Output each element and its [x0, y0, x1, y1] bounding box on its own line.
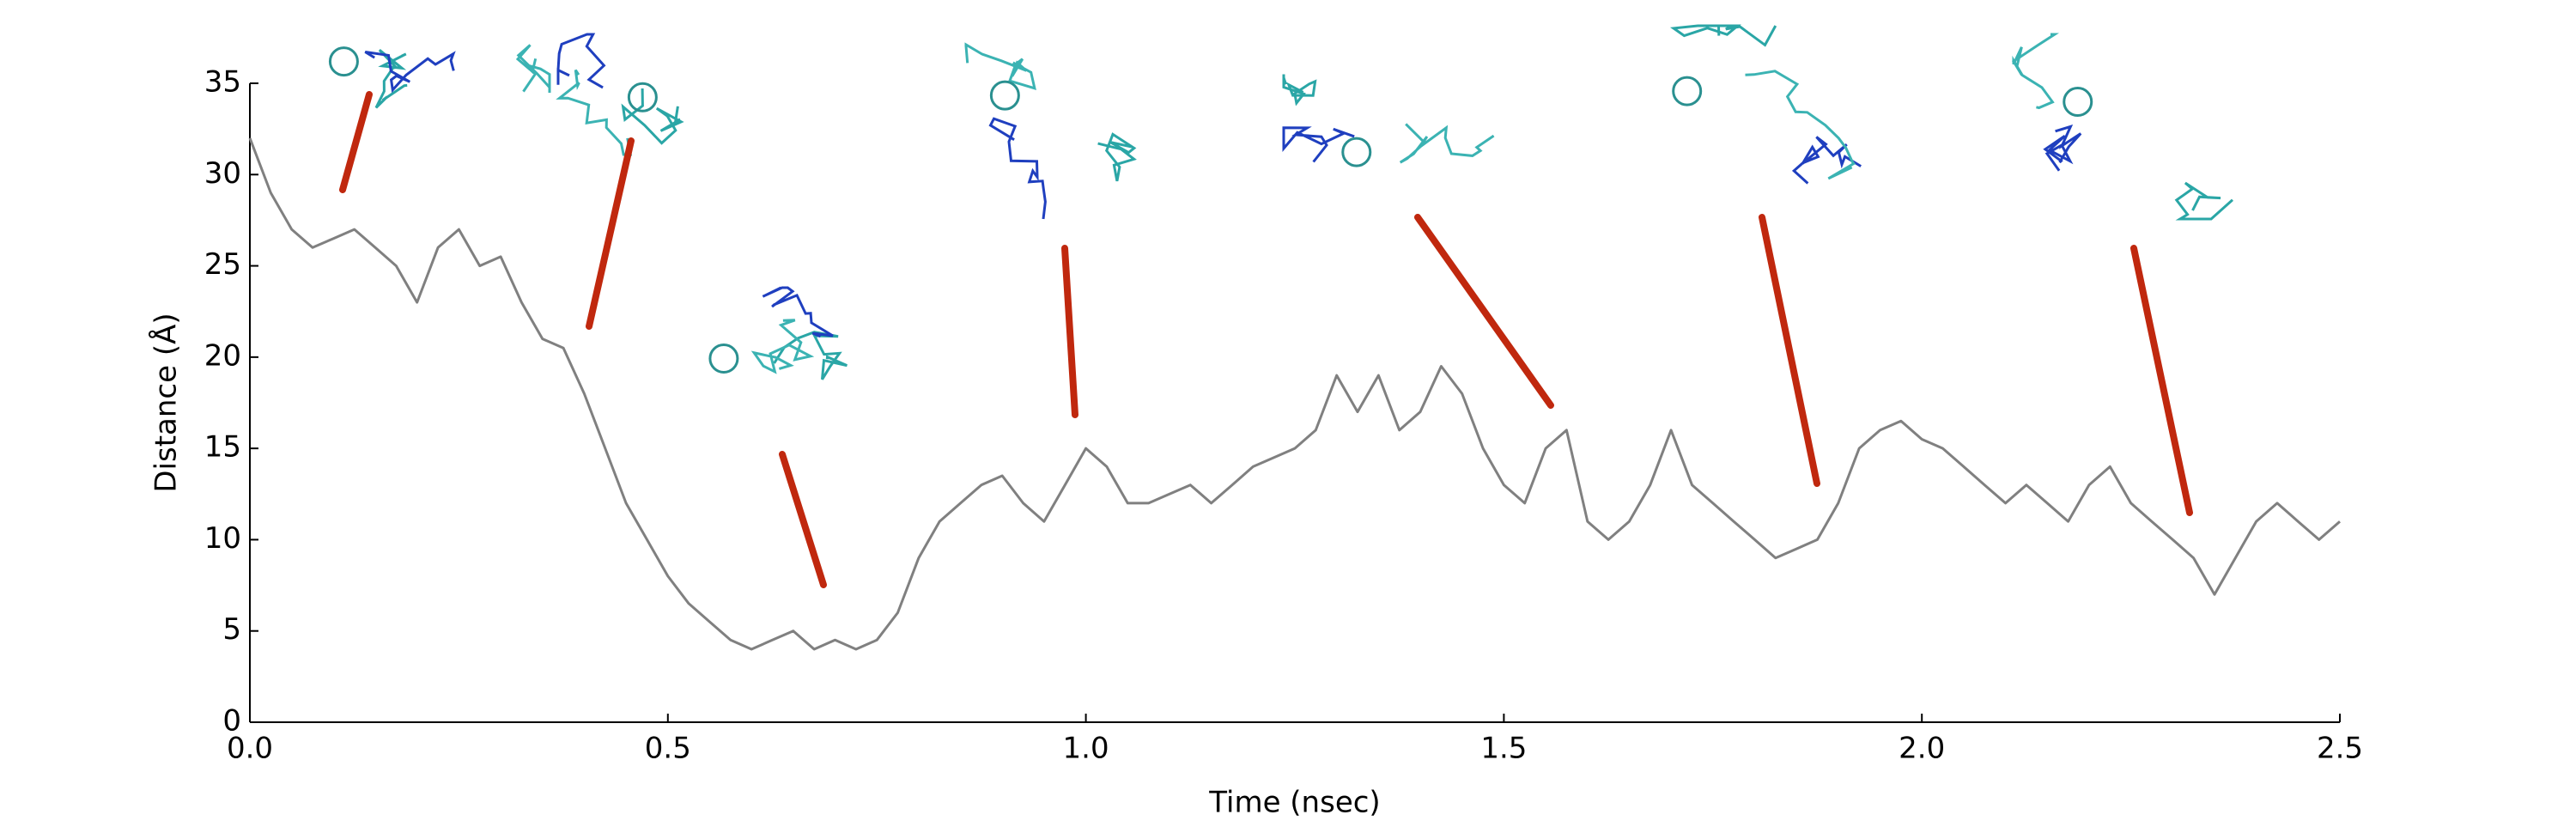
molecule-bond — [515, 44, 551, 93]
x-tick-label: 0.0 — [227, 732, 273, 766]
pointer-line — [779, 451, 827, 588]
molecule-ring — [1672, 76, 1703, 106]
molecule-bond — [750, 319, 815, 374]
pointer-line — [586, 137, 635, 330]
x-tick-label: 2.0 — [1899, 732, 1945, 766]
molecule-bond — [1669, 24, 1777, 47]
molecule-bond — [988, 117, 1047, 220]
pointer-line — [1414, 214, 1554, 409]
molecule-bond — [2174, 181, 2234, 221]
x-tick-label: 1.0 — [1063, 732, 1109, 766]
molecule-ring — [1341, 137, 1372, 167]
y-tick-label: 35 — [204, 65, 241, 100]
molecule-annotations — [328, 24, 2234, 588]
molecule-bond — [1791, 136, 1862, 185]
molecule-ring — [2063, 87, 2093, 118]
molecule-bond — [1282, 74, 1317, 106]
pointer-line — [2130, 245, 2193, 516]
molecule-bond — [1745, 70, 1856, 180]
data-line — [248, 137, 2341, 651]
molecule-bond — [556, 69, 633, 156]
pointer-line — [1061, 245, 1078, 418]
x-axis-label: Time (nsec) — [1208, 786, 1380, 820]
y-tick-label: 30 — [204, 156, 241, 191]
molecule-bond — [2011, 33, 2060, 110]
x-tick-label: 2.5 — [2317, 732, 2363, 766]
molecule-bond — [964, 42, 1036, 90]
molecule-bond — [621, 88, 684, 145]
molecule-ring — [627, 82, 658, 112]
molecule-bond — [556, 33, 606, 89]
molecule-bond — [773, 331, 848, 380]
molecule-ring — [328, 46, 359, 77]
pointer-line — [1759, 214, 1820, 487]
pointer-line — [339, 91, 373, 193]
y-tick-label: 5 — [222, 612, 241, 647]
y-tick-label: 15 — [204, 430, 241, 465]
x-tick-label: 1.5 — [1480, 732, 1527, 766]
y-tick-label: 0 — [222, 704, 241, 739]
molecule-bond — [1282, 126, 1355, 163]
molecule-bond — [2043, 125, 2082, 172]
y-tick-label: 25 — [204, 247, 241, 282]
molecule-bond — [374, 49, 408, 109]
x-tick-label: 0.5 — [645, 732, 691, 766]
molecule-ring — [708, 344, 739, 374]
y-axis-label: Distance (Å) — [149, 313, 184, 492]
molecule-bond — [762, 286, 834, 338]
molecule-bond — [1097, 132, 1137, 182]
y-tick-label: 10 — [204, 521, 241, 556]
y-tick-label: 20 — [204, 338, 241, 373]
molecule-bond — [1399, 123, 1495, 164]
molecule-ring — [989, 80, 1020, 111]
molecule-bond — [364, 51, 456, 94]
